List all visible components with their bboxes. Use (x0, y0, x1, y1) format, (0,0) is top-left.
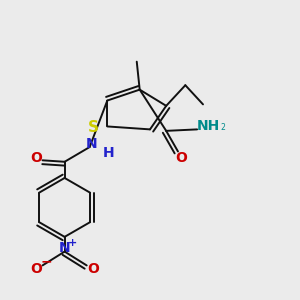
Text: O: O (175, 151, 187, 165)
Text: O: O (30, 151, 42, 165)
Text: O: O (87, 262, 99, 276)
Text: O: O (30, 262, 42, 276)
Text: N: N (59, 241, 70, 255)
Text: S: S (88, 120, 99, 135)
Text: NH: NH (197, 119, 220, 134)
Text: −: − (40, 254, 52, 268)
Text: $_2$: $_2$ (220, 122, 226, 134)
Text: +: + (68, 238, 77, 248)
Text: H: H (103, 146, 115, 160)
Text: N: N (85, 137, 97, 151)
